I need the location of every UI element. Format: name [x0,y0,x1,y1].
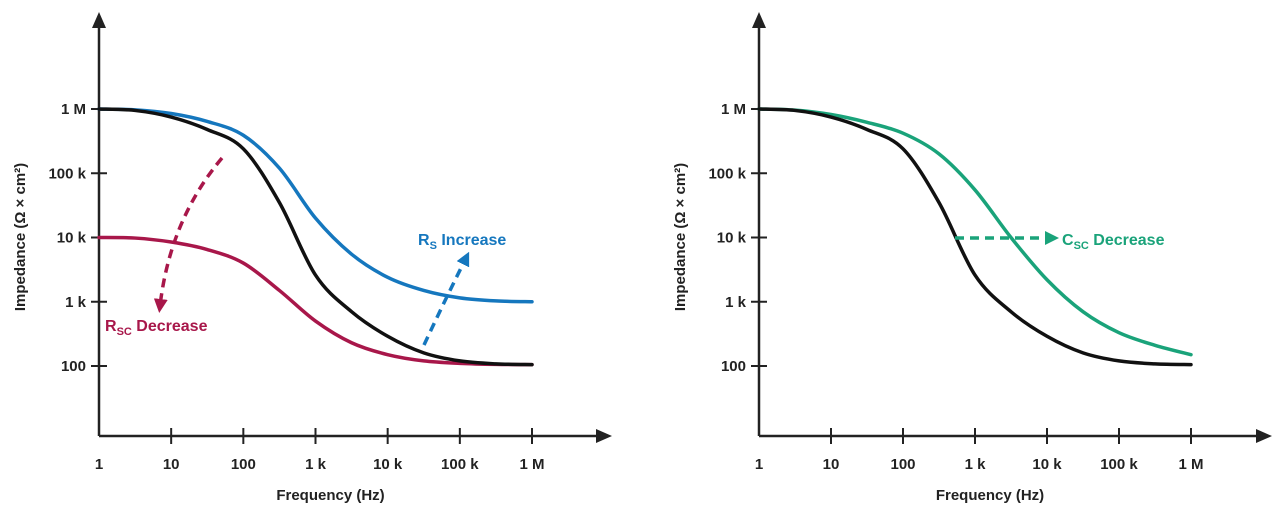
x-tick-label: 10 k [1032,456,1062,473]
x-axis-label: Frequency (Hz) [276,487,384,504]
annotation-label: RS Increase [418,232,506,252]
y-axis-arrow-icon [752,12,766,28]
annotation-symbol: R [105,318,117,335]
y-tick-label: 1 M [61,101,86,118]
x-tick-label: 1 k [305,456,327,473]
annotation-label: RSC Decrease [105,318,208,338]
x-axis-arrow-icon [596,429,612,443]
x-axis-label: Frequency (Hz) [936,487,1044,504]
y-axis-label: Impedance (Ω × cm²) [12,163,29,311]
x-tick-label: 10 [163,456,180,473]
x-tick-label: 100 [890,456,915,473]
annotation-subscript: S [430,240,437,252]
annotation-dashed-arrow-icon [422,251,470,346]
x-tick-label: 1 M [1178,456,1203,473]
y-tick-label: 1 M [721,101,746,118]
x-tick-label: 100 k [441,456,479,473]
y-tick-label: 100 [61,358,86,375]
annotation-label: CSC Decrease [1062,232,1165,252]
x-tick-label: 10 [823,456,840,473]
x-tick-label: 1 M [519,456,544,473]
annotation-symbol: R [418,232,430,249]
y-tick-label: 1 k [725,294,747,311]
x-tick-label: 1 k [965,456,987,473]
annotation-symbol: C [1062,232,1074,249]
x-tick-label: 1 [95,456,103,473]
annotation-subscript: SC [117,326,132,338]
x-axis-arrow-icon [1256,429,1272,443]
y-axis-label: Impedance (Ω × cm²) [672,163,689,311]
annotation-dashed-arrow-icon [153,156,224,313]
y-tick-label: 100 [721,358,746,375]
y-tick-label: 1 k [65,294,87,311]
x-tick-label: 100 [231,456,256,473]
series-line-r-s-increase [97,107,534,304]
series-line-c-sc-decrease [757,107,1193,357]
chart-panel-2: 1 10 100 1 k 10 k 100 k 1 M 100 1 k 10 k 100 k 1 M F… [672,12,1272,504]
chart-panel-1: 1 10 100 1 k 10 k 100 k 1 M 100 1 k 10 k 100 k 1 M F… [12,12,612,504]
y-tick-label: 10 k [57,230,87,247]
series-line-r-sc-decrease [97,235,534,367]
x-tick-label: 100 k [1100,456,1138,473]
x-tick-label: 10 k [373,456,403,473]
y-axis-arrow-icon [92,12,106,28]
annotation-text: Decrease [132,318,208,335]
annotation-subscript: SC [1074,240,1089,252]
annotation-text: Decrease [1089,232,1165,249]
y-tick-label: 10 k [717,230,747,247]
series-line-baseline [97,107,534,367]
series-line-baseline [757,107,1193,367]
y-tick-label: 100 k [708,165,746,182]
x-tick-label: 1 [755,456,763,473]
y-tick-label: 100 k [48,165,86,182]
annotation-text: Increase [437,232,506,249]
